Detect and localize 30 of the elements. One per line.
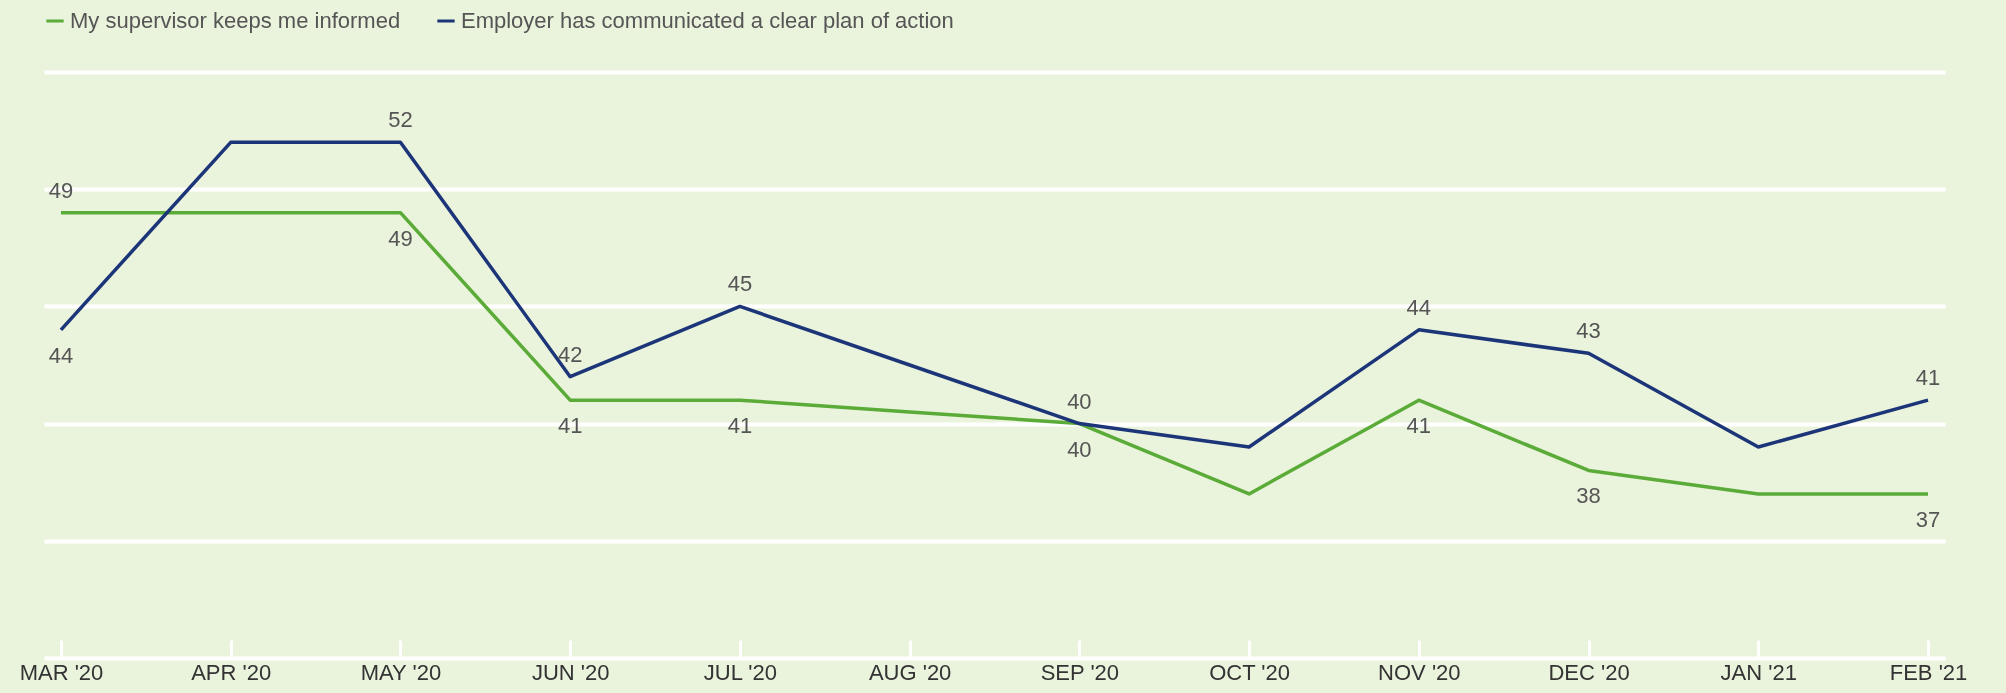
x-tick-label: FEB '21: [1889, 659, 1968, 685]
data-label: 44: [48, 342, 74, 368]
data-label: 42: [557, 341, 583, 367]
data-label: 45: [727, 271, 753, 297]
x-tick-label: JUN '20: [531, 659, 610, 685]
data-label: 40: [1067, 388, 1092, 414]
x-tick-label: NOV '20: [1378, 659, 1461, 685]
data-label: 41: [1915, 365, 1941, 391]
x-tick-label: JAN '21: [1720, 659, 1797, 685]
data-label: 49: [48, 177, 74, 203]
data-label: 52: [388, 107, 413, 133]
x-tick-label: APR '20: [191, 659, 272, 685]
x-tick-label: MAR '20: [19, 659, 104, 685]
data-label: 41: [1406, 413, 1432, 439]
x-tick-label: SEP '20: [1040, 659, 1120, 685]
data-label: 44: [1406, 294, 1432, 320]
x-tick-label: JUL '20: [703, 659, 777, 685]
legend-label: Employer has communicated a clear plan of action: [461, 8, 954, 33]
x-tick-label: AUG '20: [868, 659, 952, 685]
x-tick-label: OCT '20: [1209, 659, 1291, 685]
legend-label: My supervisor keeps me informed: [70, 8, 401, 33]
x-tick-label: DEC '20: [1548, 659, 1630, 685]
x-tick-label: MAY '20: [360, 659, 442, 685]
data-label: 40: [1067, 436, 1092, 462]
data-label: 49: [388, 225, 413, 251]
data-label: 41: [727, 413, 753, 439]
data-label: 37: [1915, 506, 1941, 532]
data-label: 43: [1576, 318, 1601, 344]
data-label: 41: [557, 413, 583, 439]
data-label: 38: [1576, 483, 1601, 509]
